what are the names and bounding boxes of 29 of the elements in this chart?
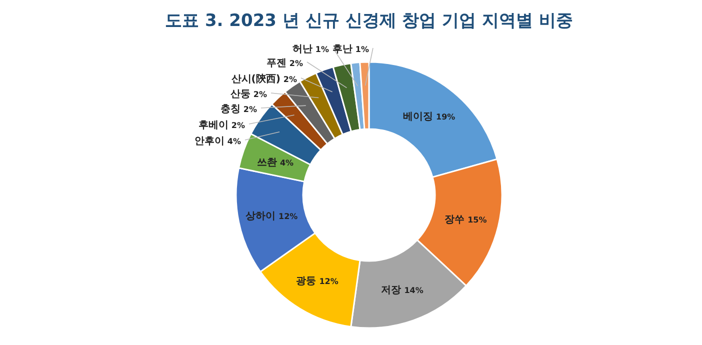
slice-label: 광둥 <box>296 276 316 288</box>
slice-label: 허난 <box>292 44 312 55</box>
slice-label: 저장 <box>381 284 402 296</box>
data-label: 12% <box>319 277 338 286</box>
data-label: 2% <box>283 75 297 84</box>
data-label: 4% <box>227 137 241 146</box>
slice-label: 산둥 <box>230 89 250 100</box>
data-label: 19% <box>436 112 456 122</box>
data-label: 2% <box>231 121 245 130</box>
data-label: 15% <box>468 216 487 225</box>
slice-label: 베이징 <box>403 112 434 123</box>
slice-label: 산시(陝西) <box>231 73 280 85</box>
slice-label: 쓰촨 <box>256 158 277 169</box>
slice-label: 푸젠 <box>266 58 286 69</box>
slice-label: 후베이 <box>198 120 228 131</box>
chart-title: 도표 3. 2023 년 신규 신경제 창업 기업 지역별 비중 <box>165 11 573 31</box>
slice-label: 안후이 <box>194 136 224 147</box>
data-label: 4% <box>280 158 294 168</box>
data-label: 12% <box>278 212 298 222</box>
slice-label: 후난 <box>332 44 352 55</box>
data-label: 14% <box>404 286 424 295</box>
data-label: 1% <box>355 45 369 54</box>
slice-label: 충칭 <box>220 104 240 115</box>
slice-label: 장쑤 <box>444 214 465 226</box>
data-label: 2% <box>243 105 257 114</box>
slice-label: 상하이 <box>246 211 276 222</box>
data-label: 2% <box>253 90 267 99</box>
data-label: 2% <box>289 59 303 68</box>
data-label: 1% <box>315 45 329 54</box>
